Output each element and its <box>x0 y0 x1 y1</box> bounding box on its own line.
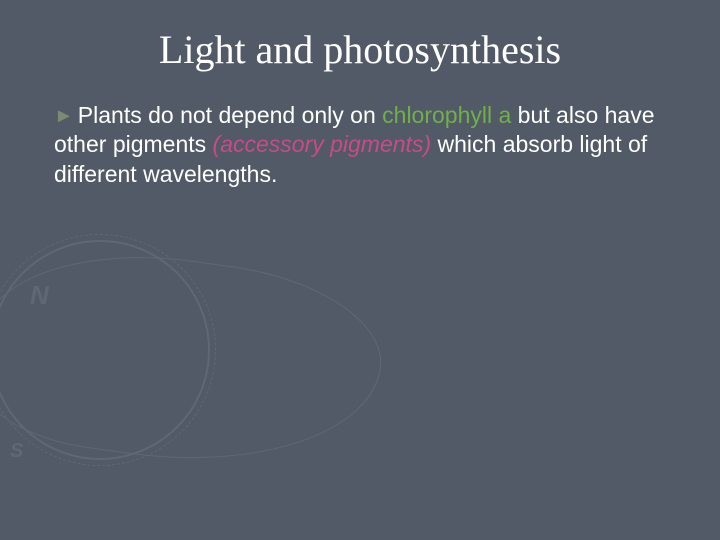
chlorophyll-term: chlorophyll a <box>382 102 511 128</box>
slide-title: Light and photosynthesis <box>50 26 670 73</box>
accessory-pigments-term: (accessory pigments) <box>213 131 432 157</box>
slide-body: ►Plants do not depend only on chlorophyl… <box>50 101 670 189</box>
slide-container: Light and photosynthesis ►Plants do not … <box>0 0 720 540</box>
body-text-2: do not depend only on <box>142 102 382 128</box>
body-text-1: Plants <box>78 102 142 128</box>
bullet-icon: ► <box>54 104 74 130</box>
